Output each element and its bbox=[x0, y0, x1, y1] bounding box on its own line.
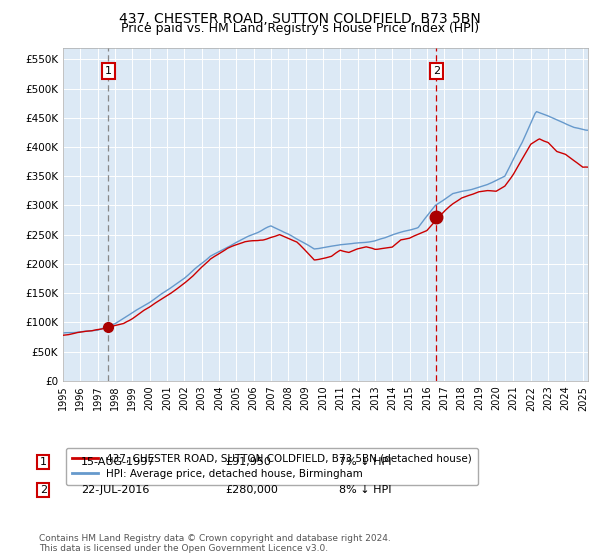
Text: 1: 1 bbox=[105, 66, 112, 76]
Text: Price paid vs. HM Land Registry's House Price Index (HPI): Price paid vs. HM Land Registry's House … bbox=[121, 22, 479, 35]
Text: 2: 2 bbox=[433, 66, 440, 76]
Text: 2: 2 bbox=[40, 485, 47, 495]
Text: 8% ↓ HPI: 8% ↓ HPI bbox=[339, 485, 391, 495]
Text: £280,000: £280,000 bbox=[225, 485, 278, 495]
Text: £91,950: £91,950 bbox=[225, 457, 271, 467]
Text: 437, CHESTER ROAD, SUTTON COLDFIELD, B73 5BN: 437, CHESTER ROAD, SUTTON COLDFIELD, B73… bbox=[119, 12, 481, 26]
Legend: 437, CHESTER ROAD, SUTTON COLDFIELD, B73 5BN (detached house), HPI: Average pric: 437, CHESTER ROAD, SUTTON COLDFIELD, B73… bbox=[65, 447, 478, 486]
Text: Contains HM Land Registry data © Crown copyright and database right 2024.
This d: Contains HM Land Registry data © Crown c… bbox=[39, 534, 391, 553]
Text: 22-JUL-2016: 22-JUL-2016 bbox=[81, 485, 149, 495]
Text: 1: 1 bbox=[40, 457, 47, 467]
Text: 7% ↓ HPI: 7% ↓ HPI bbox=[339, 457, 391, 467]
Text: 15-AUG-1997: 15-AUG-1997 bbox=[81, 457, 155, 467]
